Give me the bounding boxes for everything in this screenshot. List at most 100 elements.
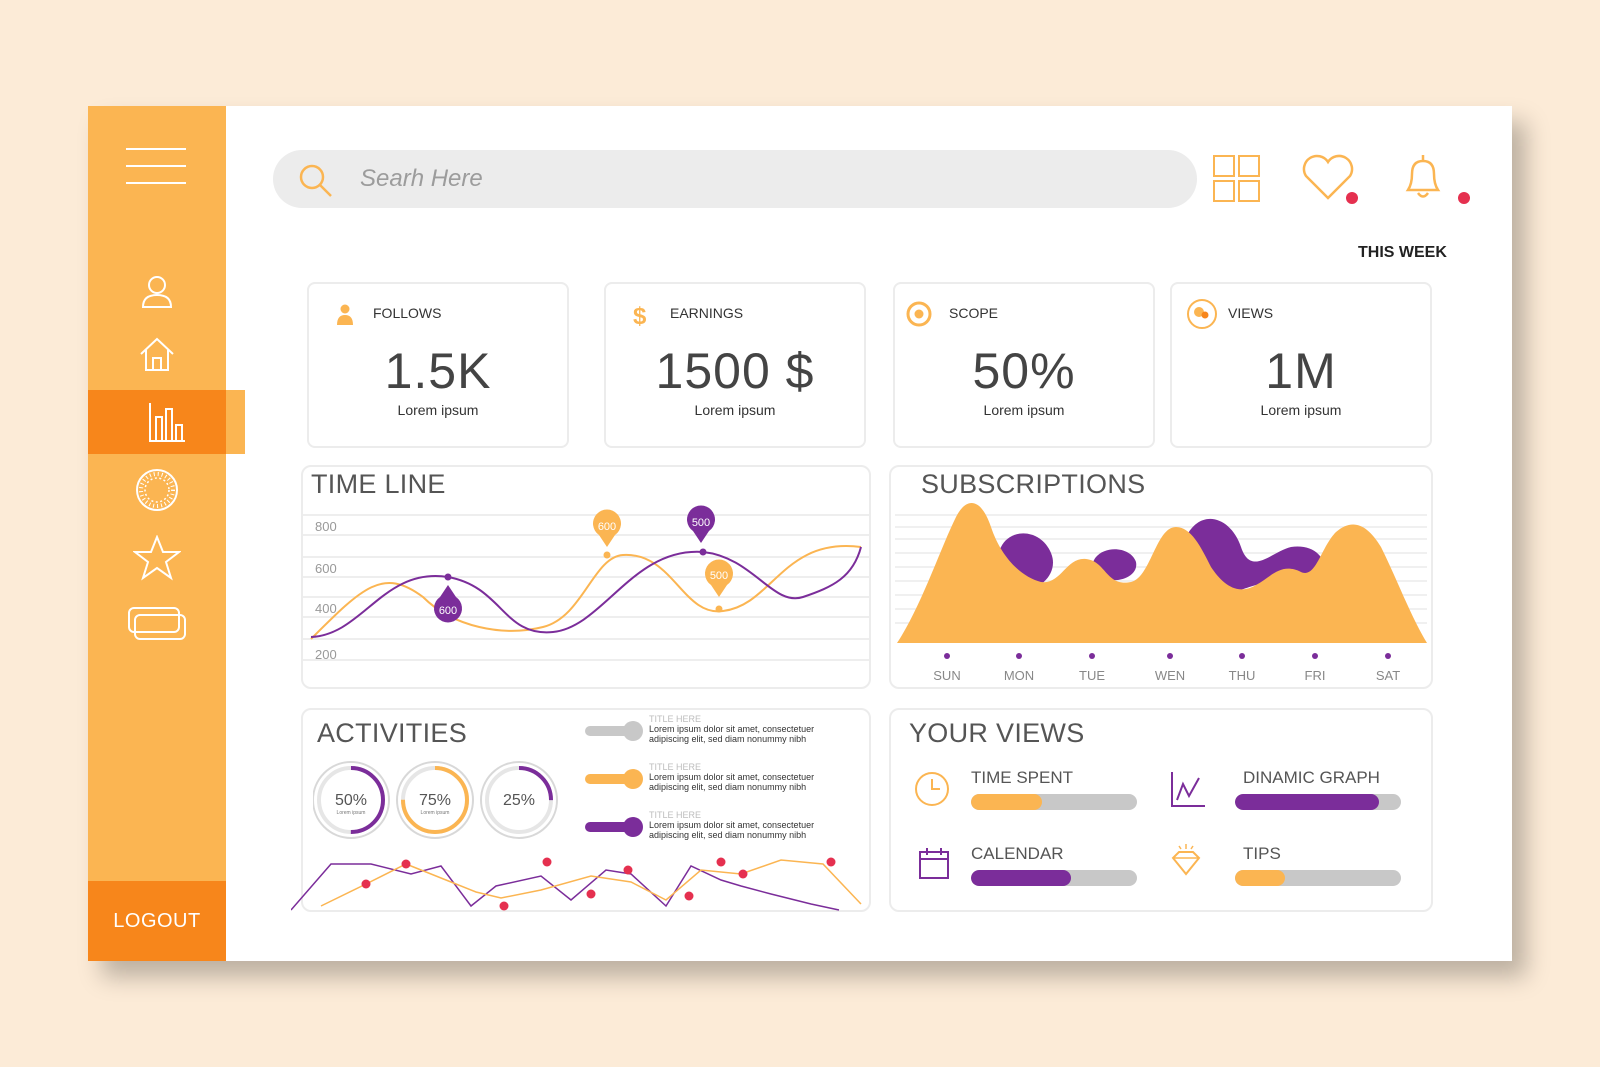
stat-value: 1500 $ bbox=[655, 343, 815, 399]
toggle-knob bbox=[623, 721, 643, 741]
view-label: CALENDAR bbox=[971, 844, 1064, 863]
svg-text:500: 500 bbox=[710, 570, 728, 582]
stat-label: SCOPE bbox=[949, 305, 999, 321]
search-input[interactable]: Searh Here bbox=[360, 165, 483, 192]
grid-icon[interactable] bbox=[1212, 154, 1262, 204]
progress-ring: 50%Lorem ipsum bbox=[313, 761, 390, 839]
panel-title: ACTIVITIES bbox=[317, 718, 468, 748]
day-label: SAT bbox=[1376, 668, 1400, 683]
sidebar-item-profile[interactable] bbox=[88, 260, 226, 324]
activity-item: TITLE HERE Lorem ipsum dolor sit amet, co… bbox=[585, 810, 865, 854]
graph-icon bbox=[1171, 772, 1205, 807]
marker-pin: 500 bbox=[687, 505, 715, 543]
activity-desc: Lorem ipsum dolor sit amet, consectetuer bbox=[649, 724, 815, 734]
person-icon bbox=[337, 304, 353, 325]
bar-fill bbox=[971, 794, 1043, 810]
activity-toggle[interactable] bbox=[585, 769, 643, 789]
ring-progress-arc bbox=[485, 766, 553, 834]
user-icon bbox=[141, 276, 173, 308]
hamburger-menu-icon[interactable] bbox=[126, 148, 186, 184]
tips-bar bbox=[1235, 870, 1401, 886]
ring-progress-arc bbox=[317, 766, 385, 834]
ring-sub: Lorem ipsum bbox=[337, 810, 366, 816]
activity-toggle[interactable] bbox=[585, 817, 643, 837]
sidebar-item-favorites[interactable] bbox=[88, 526, 226, 590]
stat-sub: Lorem ipsum bbox=[983, 402, 1065, 418]
sun-dial-icon bbox=[136, 469, 178, 511]
sidebar-item-stats[interactable] bbox=[88, 390, 245, 454]
search-bar[interactable]: Searh Here bbox=[273, 150, 1197, 208]
heart-icon[interactable] bbox=[1300, 154, 1356, 202]
day-label: TUE bbox=[1079, 668, 1105, 683]
stat-sub: Lorem ipsum bbox=[397, 402, 479, 418]
calendar-icon bbox=[919, 848, 949, 879]
activity-toggle[interactable] bbox=[585, 721, 643, 741]
ring-progress-arc bbox=[401, 766, 469, 834]
period-label: THIS WEEK bbox=[1358, 244, 1447, 261]
bell-icon[interactable] bbox=[1398, 152, 1448, 202]
calendar-bar bbox=[971, 870, 1137, 886]
clock-icon bbox=[915, 772, 949, 806]
home-icon bbox=[140, 337, 174, 371]
svg-text:600: 600 bbox=[439, 605, 457, 617]
stat-card-earnings: $ EARNINGS 1500 $ Lorem ipsum bbox=[604, 282, 866, 448]
y-tick: 400 bbox=[315, 601, 337, 616]
activity-desc: adipiscing elit, sed diam nonummy nibh bbox=[649, 734, 807, 744]
sidebar-item-cards[interactable] bbox=[88, 592, 226, 656]
timeline-chart: 800 600 400 200 600 500 500 600 bbox=[303, 505, 869, 662]
panel-title: TIME LINE bbox=[311, 469, 446, 499]
stat-label: FOLLOWS bbox=[373, 305, 442, 321]
diamond-icon bbox=[1171, 844, 1201, 876]
activity-desc: Lorem ipsum dolor sit amet, consectetuer bbox=[649, 820, 815, 830]
view-label: TIME SPENT bbox=[971, 768, 1074, 787]
search-icon bbox=[299, 164, 332, 197]
stat-label: VIEWS bbox=[1228, 305, 1274, 321]
y-tick: 600 bbox=[315, 561, 337, 576]
timeline-panel: TIME LINE 800 600 400 200 600 500 500 60… bbox=[301, 465, 871, 689]
ring-sub: Lorem ipsum bbox=[421, 810, 450, 816]
panel-title: YOUR VIEWS bbox=[909, 718, 1085, 748]
day-label: FRI bbox=[1305, 668, 1326, 683]
view-label: TIPS bbox=[1243, 844, 1281, 863]
time-spent-bar bbox=[971, 794, 1137, 810]
panel-title: SUBSCRIPTIONS bbox=[921, 469, 1146, 499]
activity-desc: Lorem ipsum dolor sit amet, consectetuer bbox=[649, 772, 815, 782]
marker-pin: 500 bbox=[705, 559, 733, 597]
view-label: DINAMIC GRAPH bbox=[1243, 768, 1380, 787]
orange-series-line bbox=[310, 545, 862, 640]
ring-label: 75% bbox=[419, 792, 451, 809]
activities-panel: ACTIVITIES 50% Lorem ipsum 75% Lorem ipsum 2… bbox=[291, 708, 871, 912]
activity-item: TITLE HERE Lorem ipsum dolor sit amet, co… bbox=[585, 714, 865, 758]
bell-notification-dot bbox=[1458, 192, 1470, 204]
day-label: THU bbox=[1229, 668, 1256, 683]
ring-label: 25% bbox=[503, 792, 535, 809]
cards-icon bbox=[128, 607, 186, 640]
bar-fill bbox=[1235, 870, 1285, 886]
bar-fill bbox=[971, 870, 1071, 886]
y-tick: 200 bbox=[315, 647, 337, 662]
stat-card-follows: FOLLOWS 1.5K Lorem ipsum bbox=[307, 282, 569, 448]
subscriptions-chart: SUN MON TUE WEN THU FRI SAT bbox=[895, 503, 1427, 683]
day-label: WEN bbox=[1155, 668, 1185, 683]
sidebar-item-settings[interactable] bbox=[88, 458, 226, 522]
sidebar-item-home[interactable] bbox=[88, 322, 226, 386]
marker-pin: 600 bbox=[434, 585, 462, 623]
bar-chart-icon bbox=[148, 403, 185, 442]
activity-sparkline bbox=[291, 857, 862, 911]
progress-ring: 25% bbox=[480, 761, 558, 839]
logout-button[interactable]: LOGOUT bbox=[88, 881, 226, 961]
activity-desc: adipiscing elit, sed diam nonummy nibh bbox=[649, 782, 807, 792]
stat-value: 50% bbox=[972, 343, 1076, 399]
stat-sub: Lorem ipsum bbox=[1260, 402, 1342, 418]
activity-title: TITLE HERE bbox=[649, 714, 702, 724]
y-tick: 800 bbox=[315, 519, 337, 534]
day-label: MON bbox=[1004, 668, 1034, 683]
your-views-panel: YOUR VIEWS TIME SPENT DINAMIC GRAPH CALE… bbox=[889, 708, 1433, 912]
svg-text:600: 600 bbox=[598, 521, 616, 533]
dollar-icon: $ bbox=[633, 303, 647, 328]
toggle-knob bbox=[623, 817, 643, 837]
stat-value: 1.5K bbox=[384, 343, 492, 399]
favorites-notification-dot bbox=[1346, 192, 1358, 204]
dashboard-window: LOGOUT Searh Here THIS WEEK FOLLOWS 1.5K… bbox=[88, 106, 1512, 961]
